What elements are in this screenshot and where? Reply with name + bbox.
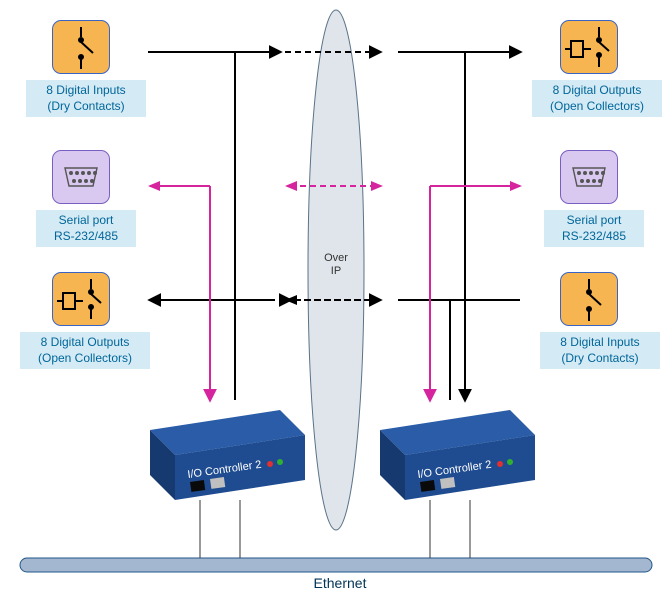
label-text: 8 Digital Inputs(Dry Contacts) <box>560 335 639 365</box>
ethernet-text: Ethernet <box>314 575 367 591</box>
over-ip-text: OverIP <box>324 252 348 277</box>
switch-contact-icon <box>52 20 110 74</box>
label-text: 8 Digital Outputs(Open Collectors) <box>38 335 132 365</box>
left-mid-label: Serial portRS-232/485 <box>36 210 136 247</box>
ethernet-label: Ethernet <box>300 575 380 591</box>
right-mid-label: Serial portRS-232/485 <box>544 210 644 247</box>
left-bot-label: 8 Digital Outputs(Open Collectors) <box>20 332 150 369</box>
io-controller-right: I/O Controller 2 <box>360 400 540 510</box>
label-text: Serial portRS-232/485 <box>562 213 626 243</box>
over-ip-label: OverIP <box>320 252 352 278</box>
label-text: 8 Digital Outputs(Open Collectors) <box>550 83 644 113</box>
switch-contact-icon <box>560 272 618 326</box>
left-top-label: 8 Digital Inputs(Dry Contacts) <box>26 80 146 117</box>
db9-serial-icon <box>52 150 110 204</box>
open-collector-icon <box>52 272 110 326</box>
io-controller-left: I/O Controller 2 <box>130 400 310 510</box>
label-text: Serial portRS-232/485 <box>54 213 118 243</box>
db9-serial-icon <box>560 150 618 204</box>
diagram-canvas: 8 Digital Inputs(Dry Contacts) Serial po… <box>0 0 672 599</box>
right-bot-label: 8 Digital Inputs(Dry Contacts) <box>540 332 660 369</box>
right-top-label: 8 Digital Outputs(Open Collectors) <box>532 80 662 117</box>
label-text: 8 Digital Inputs(Dry Contacts) <box>46 83 125 113</box>
open-collector-icon <box>560 20 618 74</box>
